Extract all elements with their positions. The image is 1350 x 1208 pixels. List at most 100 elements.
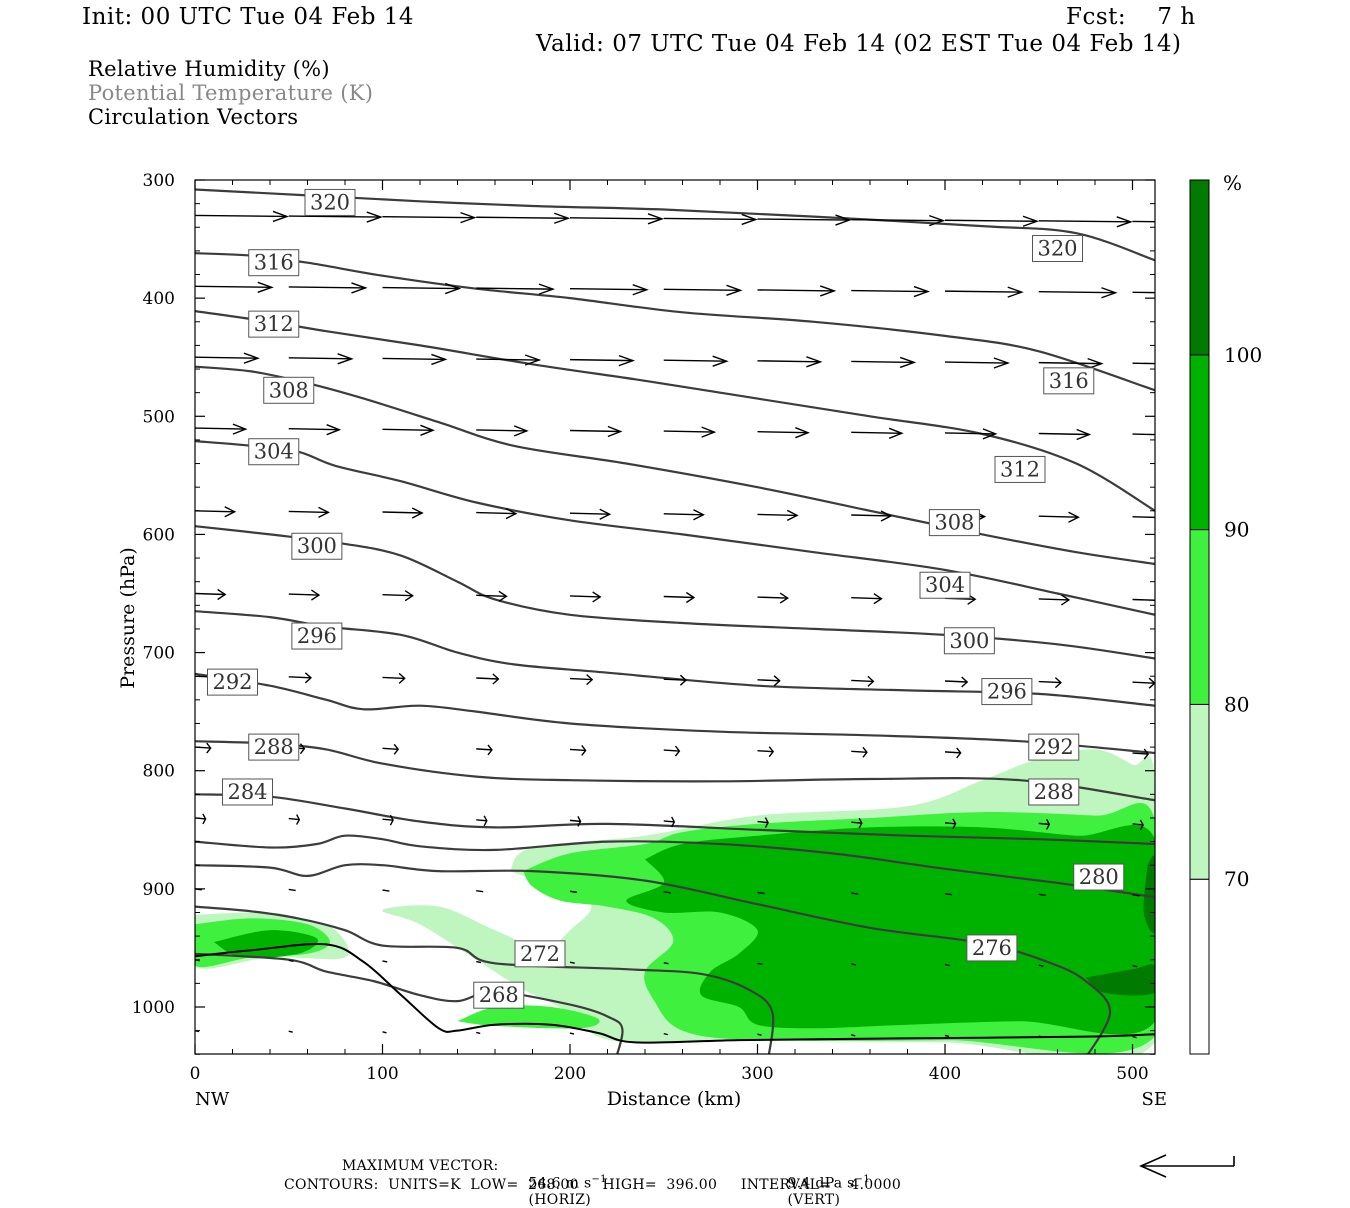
vector-head [398,672,406,684]
vector-shaft [569,429,621,433]
vector-9-6 [757,891,765,895]
vector-7-4 [569,745,587,756]
vector-head [554,212,571,224]
vector-shaft [476,358,540,361]
vector-10-2 [382,960,388,963]
theta-label-text: 296 [297,624,337,648]
vector-shaft [569,890,578,893]
vector-8-9 [1038,819,1051,830]
vector-shaft [1132,220,1155,223]
vector-shaft [288,817,300,821]
contour-labels: 320 320 316 316 312 312 308 308 304 304 300 300 296 2… [207,188,1125,1009]
theta-label-308-0: 308 [263,376,315,404]
vector-shaft [851,360,915,364]
vector-head [1046,819,1051,830]
vector-head [538,283,556,295]
vector-shaft [944,290,1022,293]
vector-shaft [1132,894,1140,897]
vector-shaft [757,360,821,363]
theta-label-text: 284 [227,780,267,804]
x-tick-label-0: 0 [190,1064,201,1084]
vector-11-4 [569,1032,575,1035]
vector-3-6 [757,427,810,439]
vector-1-7 [851,285,931,298]
vector-head [956,747,962,759]
vector-shaft [944,219,1038,222]
theta-contour-316 [195,252,1155,392]
vector-head [224,506,237,518]
vector-shaft [1038,680,1061,684]
vector-5-0 [195,588,227,601]
colorbar-unit: % [1223,171,1242,195]
x-tick-label-100: 100 [366,1064,398,1084]
vector-8-4 [569,816,582,827]
field-rh-label: Relative Humidity (%) [88,57,330,81]
vector-head [404,590,414,602]
vector-head [1139,819,1144,831]
contour-info: CONTOURS: UNITS=K LOW= 268.00 HIGH= 396.… [284,1177,902,1193]
vector-head [513,425,529,437]
vector-5-7 [851,593,883,605]
vector-0-10 [1132,220,1155,223]
vector-8-8 [944,818,957,830]
rh-80-region-low [457,1005,600,1029]
theta-label-text: 280 [1079,865,1119,889]
vector-head [599,508,612,520]
vector-head [867,675,875,687]
colorbar-level-80: 80 [1224,692,1249,716]
vector-shaft [851,514,891,517]
vector-shaft [476,511,516,515]
max-vert-value: 9.4 dPa s [787,1175,855,1192]
vector-shaft [288,888,296,892]
vector-3-3 [476,425,529,437]
vector-10-4 [569,961,575,964]
vector-4-3 [476,507,518,520]
vector-shaft [944,1034,950,1038]
theta-label-320-1: 320 [1032,235,1083,263]
vector-shaft [1038,515,1079,518]
y-tick-label-1000: 1000 [132,998,175,1018]
vector-shaft [1038,220,1131,223]
vector-head [299,743,306,755]
vector-head [444,282,462,295]
vector-shaft [382,818,394,821]
vector-shaft [476,287,553,290]
vector-shaft [757,596,788,599]
rh-100-region-edge [1143,855,1155,933]
theta-label-288-0: 288 [248,733,300,761]
theta-label-304-0: 304 [248,438,300,466]
vector-7-7 [851,746,868,758]
vector-head [679,674,687,686]
vector-head [993,357,1010,369]
vector-6-9 [1038,677,1062,689]
vector-head [647,213,665,225]
theta-label-box [943,627,995,655]
theta-contour-268 [195,952,624,1054]
vector-10-1 [288,959,294,963]
vector-head [712,355,729,367]
theta-label-316-1: 316 [1043,367,1095,395]
vector-head [888,427,904,439]
vector-8-7 [851,817,863,829]
vector-head [202,813,207,825]
vector-head [1068,511,1080,523]
vector-0-8 [944,215,1040,227]
vector-4-4 [569,508,612,520]
colorbar-swatch-0 [1189,878,1210,1055]
vector-shaft [288,676,311,679]
vector-shaft [195,592,226,596]
vector-head [768,746,775,758]
vector-11-10 [1132,1035,1137,1039]
vector-1-8 [944,286,1024,298]
vector-5-4 [569,591,602,603]
vector-shaft [288,510,329,514]
vector-shaft [1038,291,1116,294]
vector-head [366,211,383,223]
vector-head [899,356,917,369]
vector-shaft [569,677,593,681]
vector-10-9 [1038,964,1044,967]
vector-shaft [288,286,366,289]
theta-label-text: 268 [479,983,519,1007]
vector-shaft [851,963,857,966]
theta-label-296-0: 296 [291,622,343,650]
